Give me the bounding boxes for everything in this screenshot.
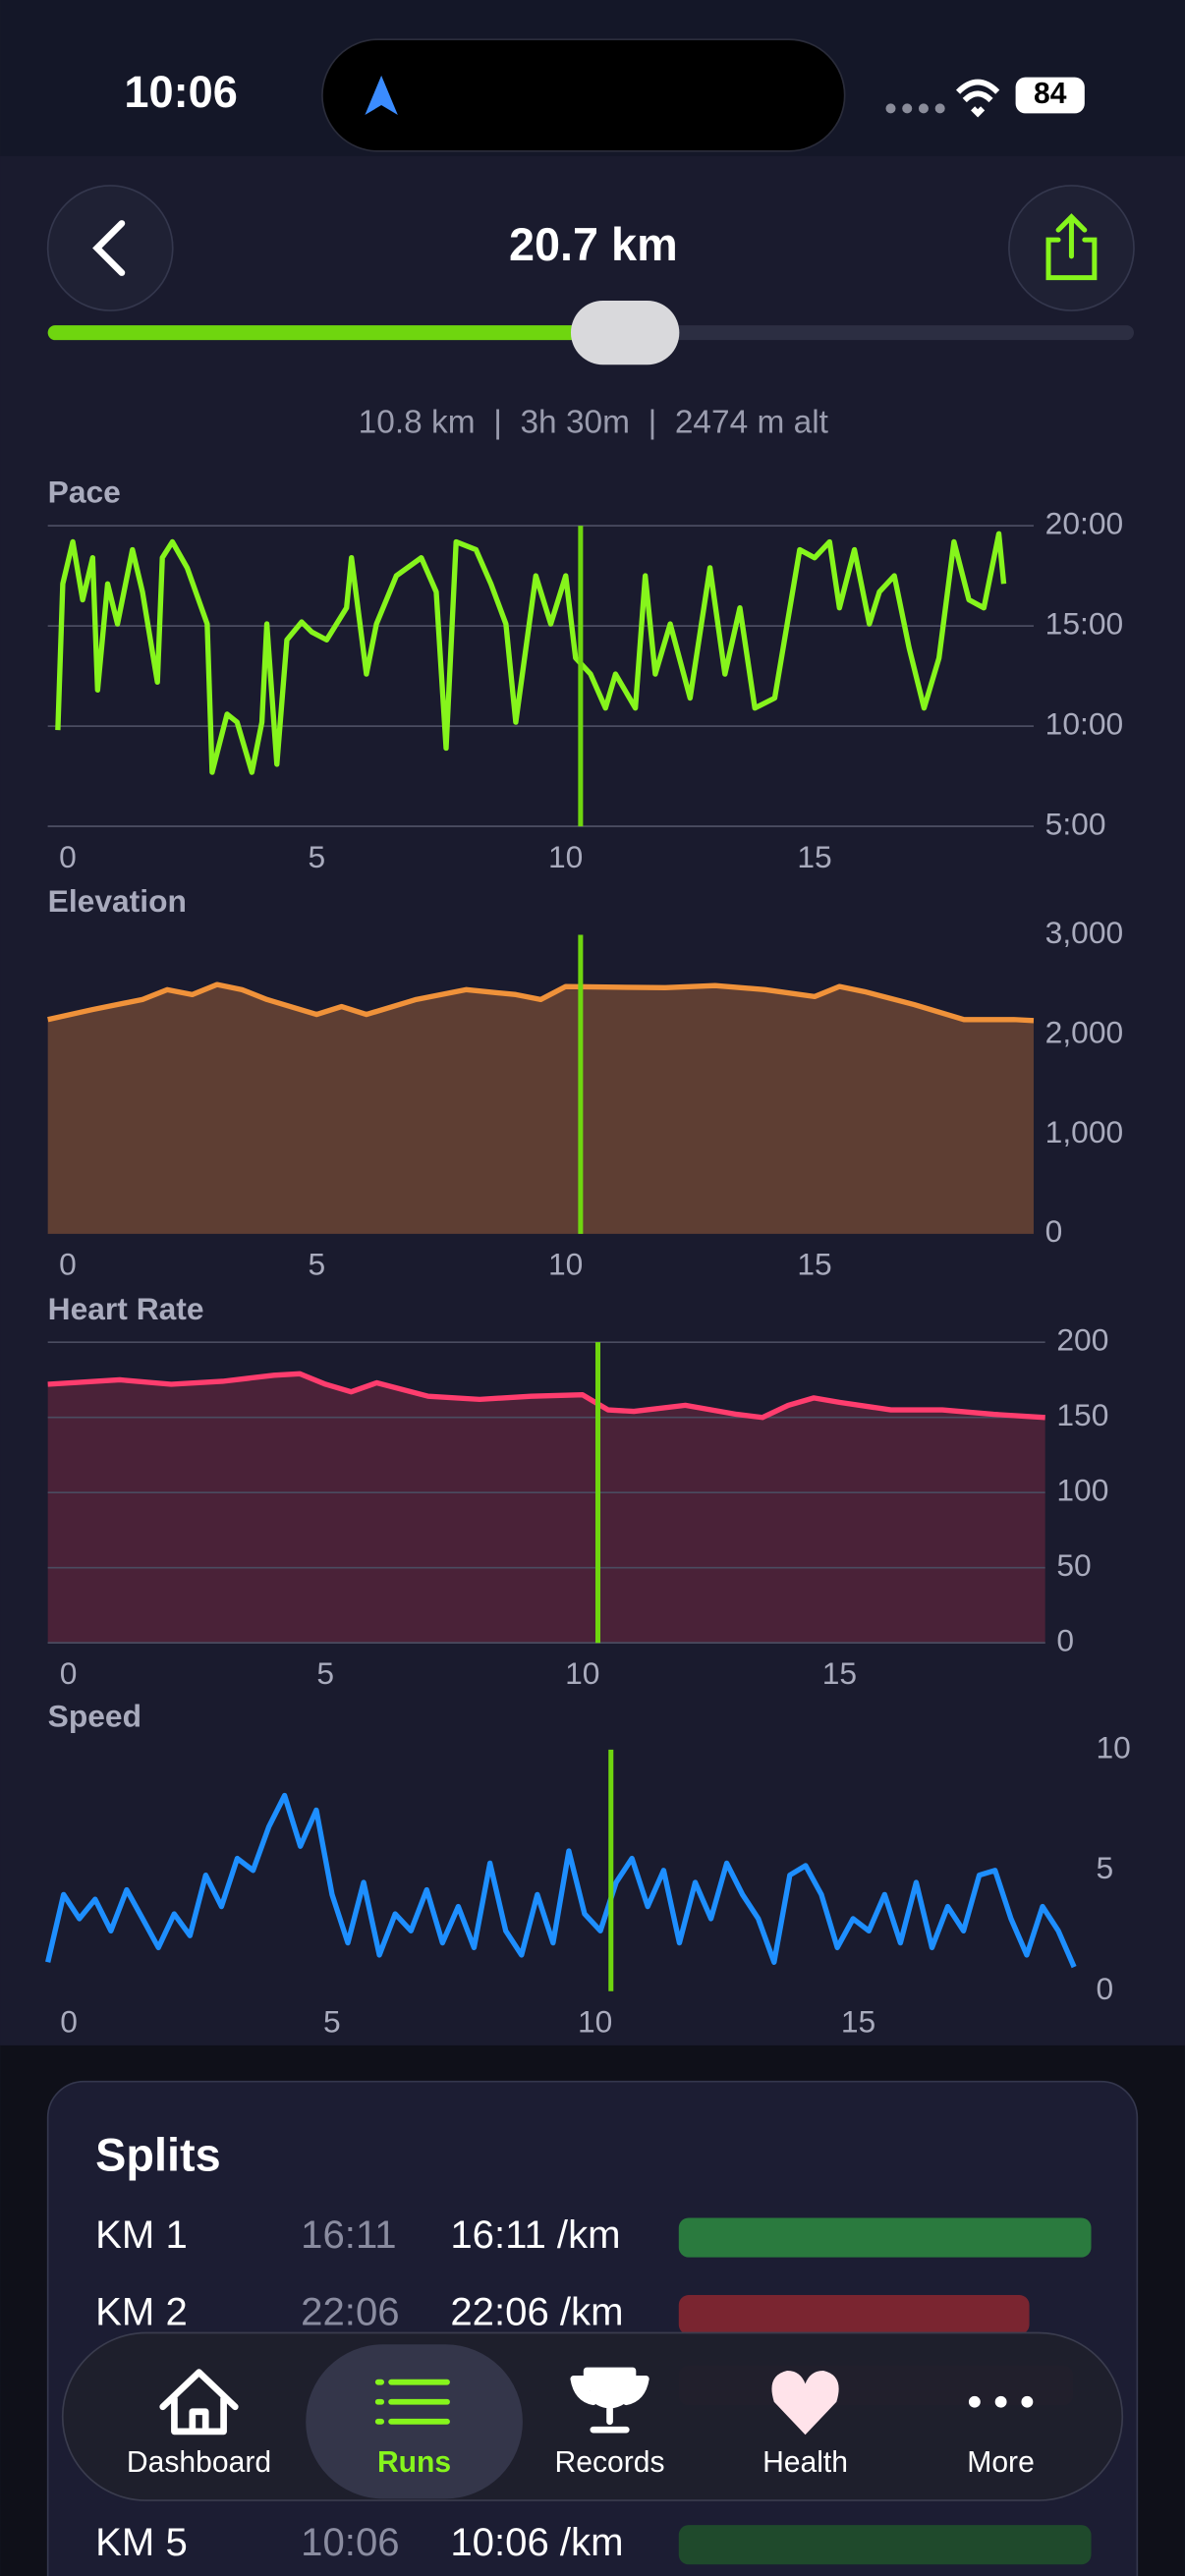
split-km: KM 1	[95, 2212, 188, 2257]
tab-4[interactable]: More	[967, 2395, 1035, 2479]
tab-icon	[159, 2369, 239, 2436]
y-tick-label: 5	[1097, 1850, 1114, 1885]
x-tick-label: 10	[548, 839, 583, 874]
y-tick-label: 0	[1045, 1213, 1063, 1249]
y-tick-label: 20:00	[1045, 505, 1124, 540]
split-time: 22:06	[301, 2290, 399, 2334]
slider-thumb	[570, 301, 680, 365]
x-tick-label: 15	[797, 839, 831, 874]
dynamic-island	[321, 38, 846, 152]
back-button[interactable]	[46, 185, 174, 311]
tab-icon	[570, 2367, 649, 2434]
chart-title: Speed	[48, 1699, 141, 1734]
x-tick-label: 15	[822, 1655, 857, 1691]
x-tick-label: 10	[565, 1655, 599, 1691]
x-tick-label: 0	[59, 839, 77, 874]
split-time: 10:06	[301, 2520, 399, 2564]
y-tick-label: 1,000	[1045, 1114, 1124, 1149]
x-tick-label: 15	[841, 2004, 875, 2040]
tab-1[interactable]: Runs	[306, 2344, 523, 2499]
clock: 10:06	[124, 67, 237, 117]
area	[47, 984, 1034, 1234]
signal	[885, 103, 945, 114]
split-bar	[678, 2295, 1030, 2335]
slider-fill	[47, 325, 624, 341]
split-bar	[678, 2525, 1092, 2565]
x-tick-label: 5	[316, 1655, 334, 1691]
x-tick-label: 0	[60, 2004, 78, 2040]
line	[45, 1792, 1077, 1969]
wifi-icon	[955, 79, 1000, 118]
x-tick-label: 5	[308, 1247, 325, 1282]
split-km: KM 5	[95, 2520, 188, 2564]
split-pace: 22:06 /km	[450, 2290, 623, 2334]
tab-2[interactable]: Records	[555, 2367, 665, 2479]
x-tick-label: 5	[323, 2004, 341, 2040]
x-tick-label: 10	[578, 2004, 612, 2040]
y-tick-label: 0	[1056, 1623, 1074, 1658]
y-tick-label: 5:00	[1045, 807, 1106, 842]
y-tick-label: 10	[1097, 1729, 1131, 1764]
y-tick-label: 3,000	[1045, 915, 1124, 950]
line	[47, 981, 1035, 1024]
y-tick-label: 15:00	[1045, 605, 1124, 641]
x-tick-label: 0	[59, 1247, 77, 1282]
y-tick-label: 10:00	[1045, 706, 1124, 742]
x-tick-label: 10	[548, 1247, 583, 1282]
chart-title: Heart Rate	[48, 1291, 204, 1326]
battery	[1015, 77, 1085, 114]
chart-title: Pace	[48, 475, 121, 510]
split-km: KM 2	[95, 2290, 188, 2334]
tab-0[interactable]: Dashboard	[127, 2369, 271, 2480]
x-tick-label: 15	[797, 1247, 831, 1282]
chart-title: Elevation	[48, 883, 187, 919]
tab-label: Runs	[377, 2446, 451, 2479]
line	[47, 1371, 1045, 1421]
area	[47, 1373, 1045, 1644]
tab-label: Health	[762, 2446, 848, 2479]
tab-label: More	[967, 2446, 1035, 2479]
location-icon	[365, 75, 398, 116]
tab-3[interactable]: Health	[762, 2370, 848, 2479]
tab-label: Dashboard	[127, 2446, 271, 2479]
tab-icon	[771, 2370, 839, 2436]
line	[55, 531, 1007, 775]
y-tick-label: 0	[1097, 1971, 1114, 2006]
splits-title: Splits	[95, 2130, 220, 2181]
x-tick-label: 0	[60, 1655, 78, 1691]
header-title: 20.7 km	[509, 219, 678, 270]
x-tick-label: 5	[308, 839, 325, 874]
y-tick-label: 100	[1056, 1473, 1108, 1508]
y-tick-label: 200	[1056, 1322, 1108, 1358]
run-stats: 10.8 km | 3h 30m | 2474 m alt	[359, 404, 829, 440]
split-time: 16:11	[301, 2212, 396, 2257]
y-tick-label: 150	[1056, 1397, 1108, 1432]
split-bar	[678, 2217, 1092, 2258]
back-icon	[92, 220, 126, 276]
tab-icon	[374, 2379, 450, 2425]
y-tick-label: 2,000	[1045, 1014, 1124, 1049]
battery-level: 84	[1034, 78, 1067, 110]
split-pace: 10:06 /km	[450, 2520, 623, 2564]
y-tick-label: 50	[1056, 1547, 1091, 1583]
split-pace: 16:11 /km	[450, 2212, 620, 2257]
tab-label: Records	[555, 2446, 665, 2479]
share-icon	[1045, 213, 1098, 281]
